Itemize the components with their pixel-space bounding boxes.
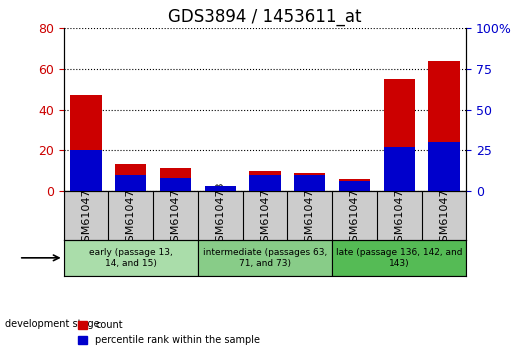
Text: late (passage 136, 142, and
143): late (passage 136, 142, and 143): [336, 248, 463, 268]
Text: GSM610476: GSM610476: [349, 181, 359, 249]
Bar: [384, 147, 415, 191]
Bar: [384, 79, 415, 191]
Text: intermediate (passages 63,
71, and 73): intermediate (passages 63, 71, and 73): [203, 248, 327, 268]
Bar: [160, 169, 191, 191]
Text: GSM610477: GSM610477: [394, 181, 404, 249]
Bar: [70, 95, 102, 191]
Text: GSM610478: GSM610478: [439, 181, 449, 249]
Bar: [205, 186, 236, 191]
FancyBboxPatch shape: [64, 240, 198, 276]
Text: GSM610473: GSM610473: [215, 181, 225, 249]
Bar: [339, 179, 370, 191]
Text: GSM610470: GSM610470: [81, 181, 91, 249]
Bar: [294, 172, 325, 191]
Title: GDS3894 / 1453611_at: GDS3894 / 1453611_at: [168, 8, 362, 25]
Legend: count, percentile rank within the sample: count, percentile rank within the sample: [74, 316, 264, 349]
Bar: [249, 171, 281, 191]
Text: early (passage 13,
14, and 15): early (passage 13, 14, and 15): [89, 248, 173, 268]
Bar: [115, 164, 146, 191]
Bar: [70, 150, 102, 191]
Text: GSM610474: GSM610474: [260, 181, 270, 249]
Bar: [205, 187, 236, 191]
Text: development stage: development stage: [5, 319, 100, 329]
FancyBboxPatch shape: [198, 240, 332, 276]
Bar: [160, 178, 191, 191]
Text: GSM610472: GSM610472: [171, 181, 181, 249]
Bar: [428, 61, 460, 191]
Text: GSM610475: GSM610475: [305, 181, 315, 249]
Bar: [339, 181, 370, 191]
Bar: [249, 175, 281, 191]
Bar: [428, 142, 460, 191]
Bar: [115, 175, 146, 191]
FancyBboxPatch shape: [332, 240, 466, 276]
Text: GSM610471: GSM610471: [126, 181, 136, 249]
Bar: [294, 175, 325, 191]
